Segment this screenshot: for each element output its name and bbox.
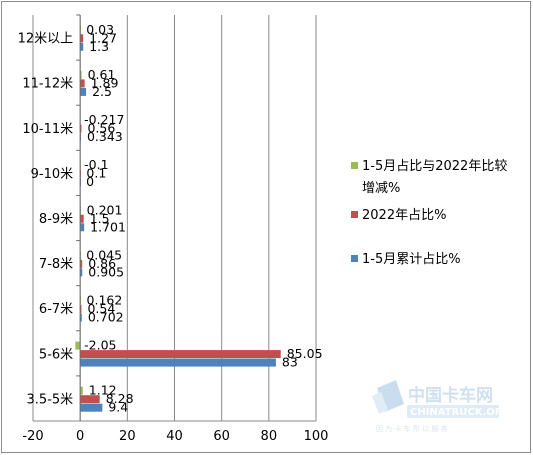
- bar-cumulative: [80, 313, 82, 322]
- data-label: 0.03: [86, 22, 114, 37]
- watermark-logo: 中国卡车网 CHINATRUCK.ORG 因 为 卡 车 所 以 服 务: [372, 380, 511, 433]
- bar-2022-share: [80, 304, 82, 313]
- x-tick-label: 0: [76, 429, 84, 444]
- category-label: 6-7米: [39, 302, 73, 317]
- legend-swatch: [351, 255, 358, 262]
- watermark-title: 中国卡车网: [408, 385, 493, 406]
- bar-cumulative: [80, 358, 276, 367]
- data-label: 1.5: [90, 211, 110, 226]
- data-label: 1.701: [90, 219, 126, 234]
- category-label: 5-6米: [39, 347, 73, 362]
- data-label: -0.1: [84, 157, 108, 172]
- data-label: 1.12: [89, 383, 117, 398]
- legend-swatch: [351, 162, 358, 169]
- data-label: -0.217: [84, 112, 124, 127]
- data-label: 8.28: [106, 391, 134, 406]
- category-label: 8-9米: [39, 212, 73, 227]
- bar-cumulative: [80, 87, 87, 96]
- legend-label: 1-5月累计占比%: [362, 252, 461, 267]
- bar-change: [75, 341, 81, 350]
- bar-2022-share: [80, 350, 281, 359]
- data-label: -2.05: [84, 338, 116, 353]
- watermark-site: CHINATRUCK.ORG: [410, 407, 511, 418]
- data-label: 0.86: [88, 256, 116, 271]
- category-label: 11-12米: [22, 77, 73, 92]
- data-label: 1.27: [89, 30, 117, 45]
- data-label: 0.61: [88, 67, 116, 82]
- bar-cumulative: [80, 42, 84, 51]
- watermark-slogan: 因 为 卡 车 所 以 服 务: [376, 424, 448, 433]
- bar-change: [80, 386, 83, 395]
- data-label: 0: [86, 174, 94, 189]
- bar-2022-share: [80, 124, 82, 133]
- bar-cumulative: [80, 223, 85, 232]
- x-tick-label: 60: [213, 429, 230, 444]
- x-tick-label: 40: [166, 429, 183, 444]
- x-tick-label: 80: [261, 429, 278, 444]
- data-label: 0.56: [87, 121, 115, 136]
- data-label: 2.5: [92, 84, 112, 99]
- bar-cumulative: [80, 403, 103, 412]
- data-label: 0.54: [87, 301, 115, 316]
- bar-cumulative: [80, 268, 83, 277]
- axes: -20 0 20 40 60 80 100 3.5-5米 5-6米 6-7米 7-8米 8-9米 9-1…: [18, 14, 329, 444]
- bar-2022-share: [80, 259, 83, 268]
- legend-swatch: [351, 211, 358, 218]
- data-label: 0.343: [87, 129, 123, 144]
- data-label: 1.89: [91, 75, 119, 90]
- x-tick-label: 20: [119, 429, 136, 444]
- category-label: 12米以上: [18, 32, 74, 47]
- bar-2022-share: [80, 34, 84, 43]
- category-label: 3.5-5米: [27, 392, 74, 407]
- category-label: 7-8米: [39, 257, 73, 272]
- data-label: 0.045: [86, 247, 122, 262]
- bar-change: [80, 70, 82, 79]
- data-label: 9.4: [108, 400, 128, 415]
- x-tick-label: 100: [304, 429, 329, 444]
- legend-label: 1-5月占比与2022年比较: [362, 159, 507, 174]
- data-label: 83: [282, 355, 298, 370]
- data-label: 0.905: [88, 264, 124, 279]
- data-label: 85.05: [287, 346, 323, 361]
- data-label: 0.201: [87, 202, 123, 217]
- bar-2022-share: [80, 214, 84, 223]
- legend-label: 增减%: [362, 181, 400, 196]
- data-label: 0.162: [87, 292, 123, 307]
- bar-2022-share: [80, 395, 100, 404]
- truck-icon: [372, 380, 404, 414]
- data-label: 0.1: [86, 166, 106, 181]
- data-label: 1.3: [89, 39, 109, 54]
- x-tick-label: -20: [22, 429, 43, 444]
- legend-label: 2022年占比%: [362, 208, 446, 223]
- category-label: 9-10米: [31, 167, 74, 182]
- category-label: 10-11米: [22, 122, 73, 137]
- bar-2022-share: [80, 79, 85, 88]
- data-label: 0.702: [88, 309, 124, 324]
